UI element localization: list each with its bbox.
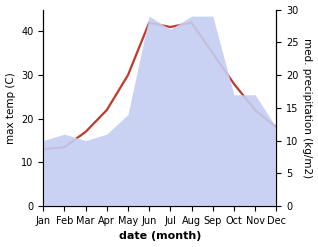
Y-axis label: med. precipitation (kg/m2): med. precipitation (kg/m2) bbox=[302, 38, 313, 178]
Y-axis label: max temp (C): max temp (C) bbox=[5, 72, 16, 144]
X-axis label: date (month): date (month) bbox=[119, 231, 201, 242]
